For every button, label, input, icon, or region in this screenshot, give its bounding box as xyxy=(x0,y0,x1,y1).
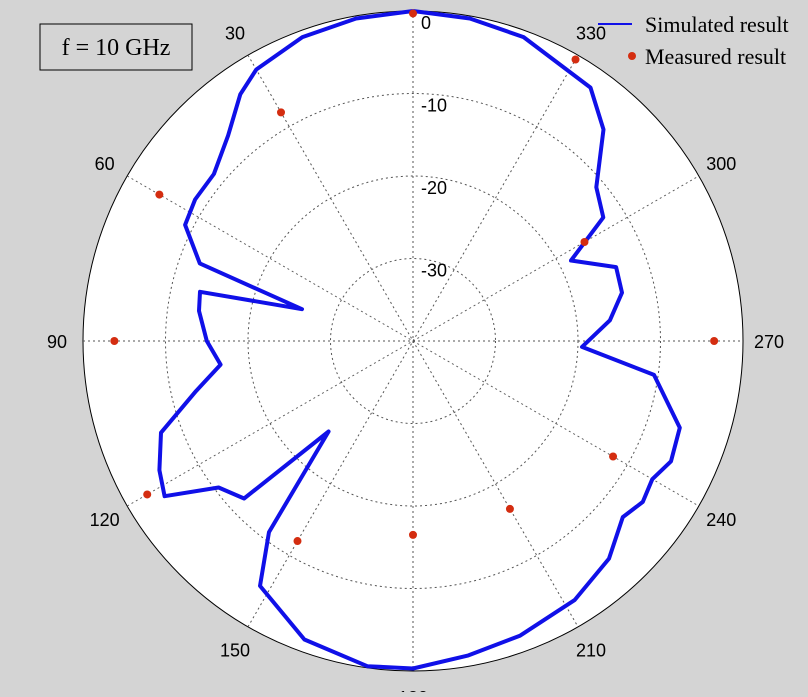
radial-tick-label: -20 xyxy=(421,178,447,198)
angle-tick-label: 120 xyxy=(90,510,120,530)
angle-tick-label: 30 xyxy=(225,24,245,44)
angle-tick-label: 60 xyxy=(95,154,115,174)
measured-point xyxy=(505,504,514,513)
angle-tick-label: 240 xyxy=(706,510,736,530)
angle-tick-label: 90 xyxy=(47,332,67,352)
angle-tick-label: 210 xyxy=(576,640,606,660)
grid-ring xyxy=(165,93,661,589)
measured-point xyxy=(580,238,589,246)
measured-point xyxy=(609,452,618,461)
grid-ring xyxy=(330,258,496,424)
angle-tick-label: 150 xyxy=(220,640,250,660)
legend-measured-dot-swatch xyxy=(628,52,636,60)
radial-tick-label: -10 xyxy=(421,96,447,116)
legend: Simulated result Measured result xyxy=(598,12,789,69)
series-line-simulated xyxy=(157,9,682,671)
frequency-annotation: f = 10 GHz xyxy=(39,23,193,71)
grid-spoke xyxy=(247,54,579,628)
polar-grid xyxy=(82,10,744,672)
measured-point xyxy=(143,490,152,499)
legend-measured-label: Measured result xyxy=(645,44,786,69)
angle-tick-label: 180 xyxy=(398,688,428,692)
measured-point xyxy=(293,537,302,546)
measured-point xyxy=(110,337,119,345)
measured-point xyxy=(277,108,285,117)
measured-point xyxy=(409,530,417,539)
measured-point xyxy=(571,55,580,64)
radial-tick-label: 0 xyxy=(421,13,431,33)
angle-tick-label: 270 xyxy=(754,332,784,352)
angle-tick-label: 330 xyxy=(576,24,606,44)
annotation-text: f = 10 GHz xyxy=(62,35,171,61)
radial-tick-label: -30 xyxy=(421,261,447,281)
measured-point xyxy=(710,337,719,345)
polar-tick-labels: 03060901201501802102402703003300-10-20-3… xyxy=(47,13,784,697)
polar-series xyxy=(110,9,719,671)
annotation-box xyxy=(39,23,193,71)
measured-point xyxy=(409,9,417,18)
measured-point xyxy=(155,190,164,199)
legend-simulated-label: Simulated result xyxy=(645,12,789,37)
angle-tick-label: 300 xyxy=(706,154,736,174)
